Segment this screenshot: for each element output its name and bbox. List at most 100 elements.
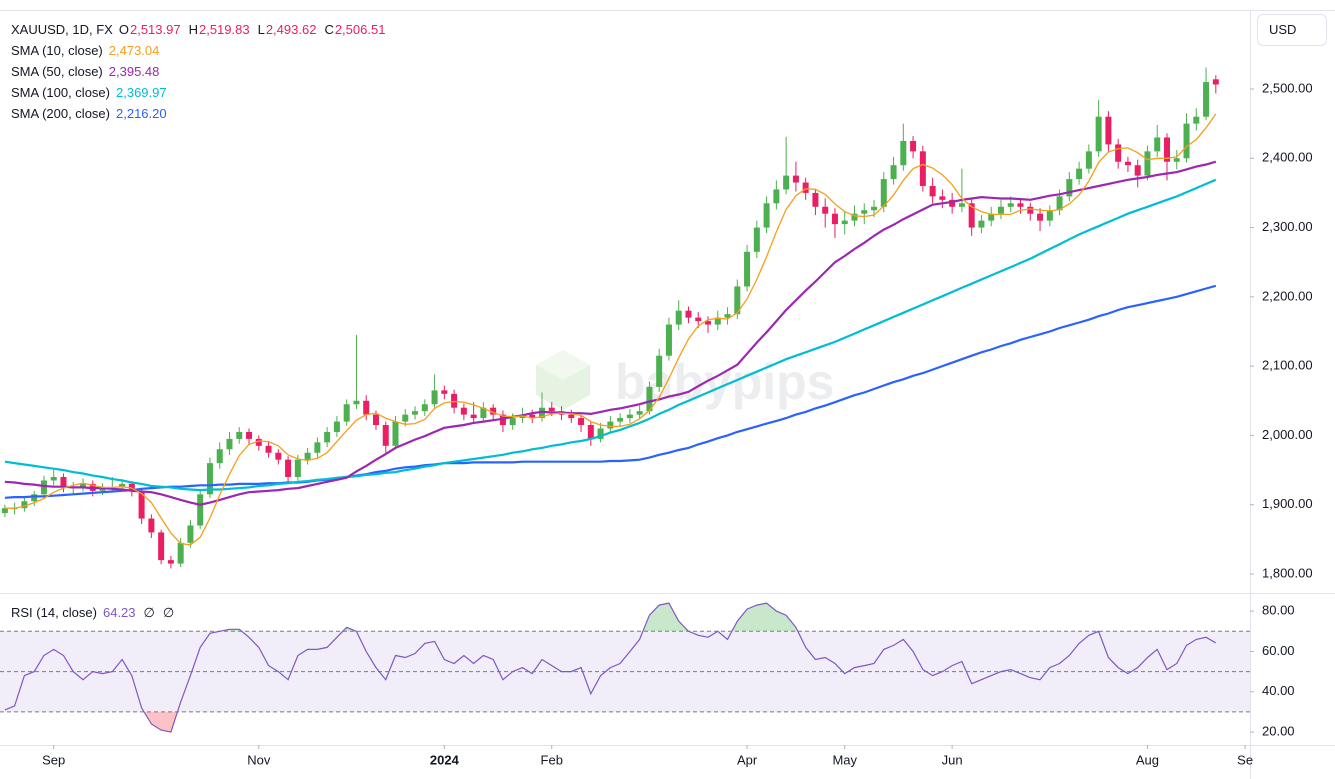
x-tick-label: Nov bbox=[247, 752, 271, 767]
ohlc-row: XAUUSD, 1D, FX O2,513.97 H2,519.83 L2,493.6… bbox=[11, 22, 393, 38]
legend-name: SMA (10, close) bbox=[11, 43, 103, 58]
sma-line bbox=[4, 160, 1217, 506]
x-tick-label: 2024 bbox=[430, 752, 460, 767]
oversold-fill bbox=[144, 711, 178, 733]
candle-body bbox=[841, 220, 848, 225]
candle-body bbox=[890, 165, 897, 180]
candle-body bbox=[275, 452, 282, 460]
candle-body bbox=[871, 206, 878, 211]
candle-body bbox=[529, 414, 536, 419]
candle-body bbox=[617, 418, 624, 422]
candle-body bbox=[1193, 116, 1200, 124]
candle-body bbox=[714, 317, 721, 325]
candle-body bbox=[412, 411, 419, 415]
candle-body bbox=[1046, 210, 1053, 221]
candle-body bbox=[451, 393, 458, 408]
candle-body bbox=[636, 411, 643, 415]
candle-body bbox=[900, 140, 907, 166]
candle-body bbox=[167, 560, 174, 564]
x-tick-label: Aug bbox=[1136, 752, 1159, 767]
x-tick-label: Jun bbox=[942, 752, 963, 767]
candle-body bbox=[119, 483, 126, 488]
legend-name: SMA (200, close) bbox=[11, 106, 110, 121]
y-tick-label: 2,000.00 bbox=[1262, 427, 1313, 442]
candle-body bbox=[1056, 196, 1063, 211]
y-tick-label: 40.00 bbox=[1262, 683, 1295, 698]
candle-body bbox=[138, 490, 145, 519]
candle-body bbox=[744, 251, 751, 287]
ohlc-key: H bbox=[188, 22, 198, 37]
ohlc-value: 2,519.83 bbox=[198, 22, 250, 37]
rsi-line bbox=[4, 602, 1217, 733]
x-tick-label: Se bbox=[1237, 752, 1253, 767]
candle-body bbox=[880, 179, 887, 207]
sma-legend-row: SMA (100, close) 2,369.97 bbox=[11, 85, 393, 101]
candle-body bbox=[80, 483, 87, 488]
candle-body bbox=[148, 518, 155, 533]
candle-body bbox=[1154, 137, 1161, 152]
candle-body bbox=[314, 442, 321, 453]
candle-body bbox=[509, 418, 516, 426]
candle-body bbox=[578, 418, 585, 426]
candle-body bbox=[1124, 161, 1131, 166]
candle-body bbox=[675, 310, 682, 325]
candle-body bbox=[1066, 179, 1073, 197]
currency-button[interactable]: USD bbox=[1257, 14, 1327, 46]
y-tick-label: 2,300.00 bbox=[1262, 219, 1313, 234]
candle-body bbox=[988, 213, 995, 221]
candle-body bbox=[421, 404, 428, 412]
candle-body bbox=[246, 431, 253, 439]
legend-value: 2,369.97 bbox=[116, 85, 167, 100]
x-tick-label: Apr bbox=[737, 752, 758, 767]
x-tick-label: Feb bbox=[541, 752, 563, 767]
candle-body bbox=[753, 227, 760, 252]
sma-legend-row: SMA (10, close) 2,473.04 bbox=[11, 43, 393, 59]
candle-body bbox=[665, 324, 672, 356]
candle-body bbox=[1212, 79, 1219, 85]
watermark-logo: babypips bbox=[536, 350, 834, 410]
candle-body bbox=[197, 494, 204, 526]
candle-body bbox=[1173, 158, 1180, 162]
candle-body bbox=[128, 483, 135, 491]
legend-name: RSI (14, close) bbox=[11, 605, 97, 620]
candle-body bbox=[724, 314, 731, 318]
legend-value: 2,216.20 bbox=[116, 106, 167, 121]
candle-body bbox=[50, 476, 57, 481]
candle-body bbox=[1076, 168, 1083, 180]
candle-body bbox=[597, 428, 604, 439]
candle-body bbox=[402, 414, 409, 422]
candle-body bbox=[1007, 203, 1014, 207]
candle-body bbox=[773, 189, 780, 204]
candle-body bbox=[783, 175, 790, 190]
candle-body bbox=[861, 210, 868, 214]
candle-body bbox=[607, 421, 614, 429]
x-tick-label: Sep bbox=[42, 752, 65, 767]
candles bbox=[1, 67, 1219, 569]
legend-value: 2,473.04 bbox=[108, 43, 160, 58]
legend-name: SMA (50, close) bbox=[11, 64, 103, 79]
candle-body bbox=[792, 175, 799, 183]
candle-body bbox=[441, 390, 448, 394]
candle-body bbox=[324, 431, 331, 443]
y-tick-label: 2,100.00 bbox=[1262, 358, 1313, 373]
candle-body bbox=[1134, 165, 1141, 176]
y-tick-label: 2,400.00 bbox=[1262, 150, 1313, 165]
candle-body bbox=[265, 445, 272, 453]
candle-body bbox=[1144, 151, 1151, 176]
candle-body bbox=[822, 206, 829, 214]
sma-line bbox=[4, 284, 1217, 499]
candle-body bbox=[978, 220, 985, 228]
candle-body bbox=[919, 151, 926, 186]
rsi-legend: RSI (14, close) 64.23 ∅ ∅ bbox=[11, 605, 182, 621]
candle-body bbox=[1037, 213, 1044, 221]
candle-body bbox=[31, 494, 38, 502]
candle-body bbox=[216, 449, 223, 464]
candle-body bbox=[1115, 144, 1122, 162]
candle-body bbox=[363, 400, 370, 415]
y-tick-label: 80.00 bbox=[1262, 603, 1295, 618]
sma-legend-row: SMA (200, close) 2,216.20 bbox=[11, 106, 393, 122]
candle-body bbox=[734, 286, 741, 315]
candle-body bbox=[187, 525, 194, 543]
ohlc-key: C bbox=[324, 22, 334, 37]
candle-body bbox=[343, 404, 350, 422]
